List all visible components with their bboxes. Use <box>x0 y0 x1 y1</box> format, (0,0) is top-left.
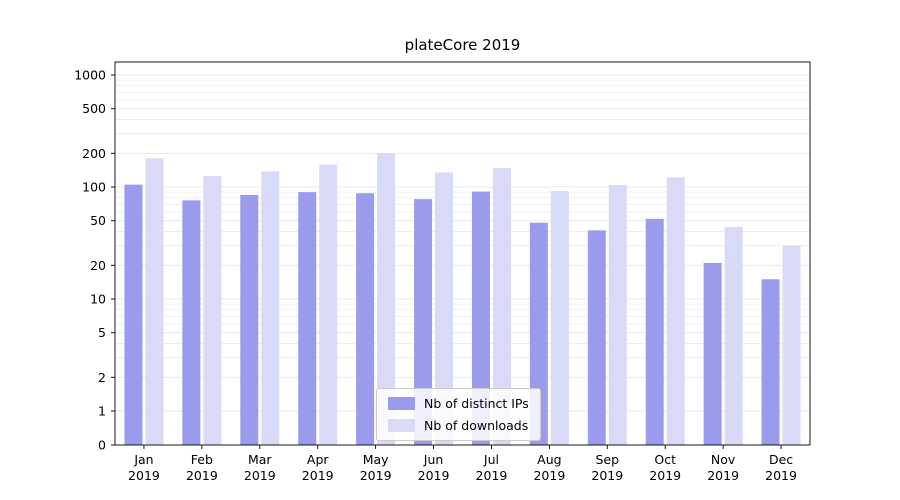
y-tick-label: 200 <box>82 146 106 161</box>
bar-downloads <box>666 177 685 445</box>
x-tick-label: Aug 2019 <box>533 452 565 483</box>
legend-item-distinct-ips: Nb of distinct IPs <box>388 396 529 411</box>
legend: Nb of distinct IPs Nb of downloads <box>376 388 541 441</box>
legend-swatch-distinct-ips <box>388 397 415 410</box>
y-tick-label: 2 <box>98 370 106 385</box>
bar-downloads <box>782 245 801 445</box>
x-tick-label: Jun 2019 <box>418 452 450 483</box>
bar-downloads <box>550 191 569 445</box>
x-tick-label: Jul 2019 <box>476 452 508 483</box>
bar-distinct-ips <box>703 262 722 445</box>
y-tick-label: 1 <box>98 404 106 419</box>
x-tick-label: May 2019 <box>360 452 392 483</box>
bar-distinct-ips <box>182 200 201 445</box>
bar-distinct-ips <box>761 279 780 445</box>
x-tick-label: Sep 2019 <box>591 452 623 483</box>
bar-distinct-ips <box>240 194 259 445</box>
y-tick-label: 20 <box>90 258 106 273</box>
bar-downloads <box>203 176 222 446</box>
y-tick-label: 1000 <box>74 68 106 83</box>
bar-distinct-ips <box>124 184 143 445</box>
legend-swatch-downloads <box>388 419 415 432</box>
y-tick-label: 50 <box>90 213 106 228</box>
y-tick-label: 500 <box>82 101 106 116</box>
y-tick-label: 100 <box>82 180 106 195</box>
x-tick-label: Jan 2019 <box>128 452 160 483</box>
x-tick-label: Feb 2019 <box>186 452 218 483</box>
y-tick-label: 10 <box>90 292 106 307</box>
chart-title: plateCore 2019 <box>404 36 521 54</box>
bar-distinct-ips <box>356 193 375 445</box>
bar-downloads <box>435 172 454 445</box>
bar-downloads <box>492 167 511 445</box>
bar-distinct-ips <box>645 218 664 445</box>
bar-downloads <box>608 185 627 445</box>
y-tick-label: 5 <box>98 325 106 340</box>
bar-distinct-ips <box>414 199 433 445</box>
bar-downloads <box>724 226 743 445</box>
axes-border <box>114 61 811 446</box>
y-tick-label: 0 <box>98 438 106 453</box>
bar-distinct-ips <box>587 230 606 445</box>
x-tick-label: Apr 2019 <box>302 452 334 483</box>
bar-downloads <box>319 164 338 445</box>
x-tick-label: Nov 2019 <box>707 452 739 483</box>
bar-downloads <box>145 158 164 445</box>
bar-downloads <box>377 153 396 445</box>
legend-label-distinct-ips: Nb of distinct IPs <box>424 396 529 411</box>
legend-label-downloads: Nb of downloads <box>424 418 529 433</box>
bar-distinct-ips <box>298 192 317 445</box>
x-tick-label: Oct 2019 <box>649 452 681 483</box>
bar-downloads <box>261 171 280 445</box>
legend-item-downloads: Nb of downloads <box>388 418 529 433</box>
x-tick-label: Mar 2019 <box>244 452 276 483</box>
bar-distinct-ips <box>471 191 490 445</box>
x-tick-label: Dec 2019 <box>765 452 797 483</box>
